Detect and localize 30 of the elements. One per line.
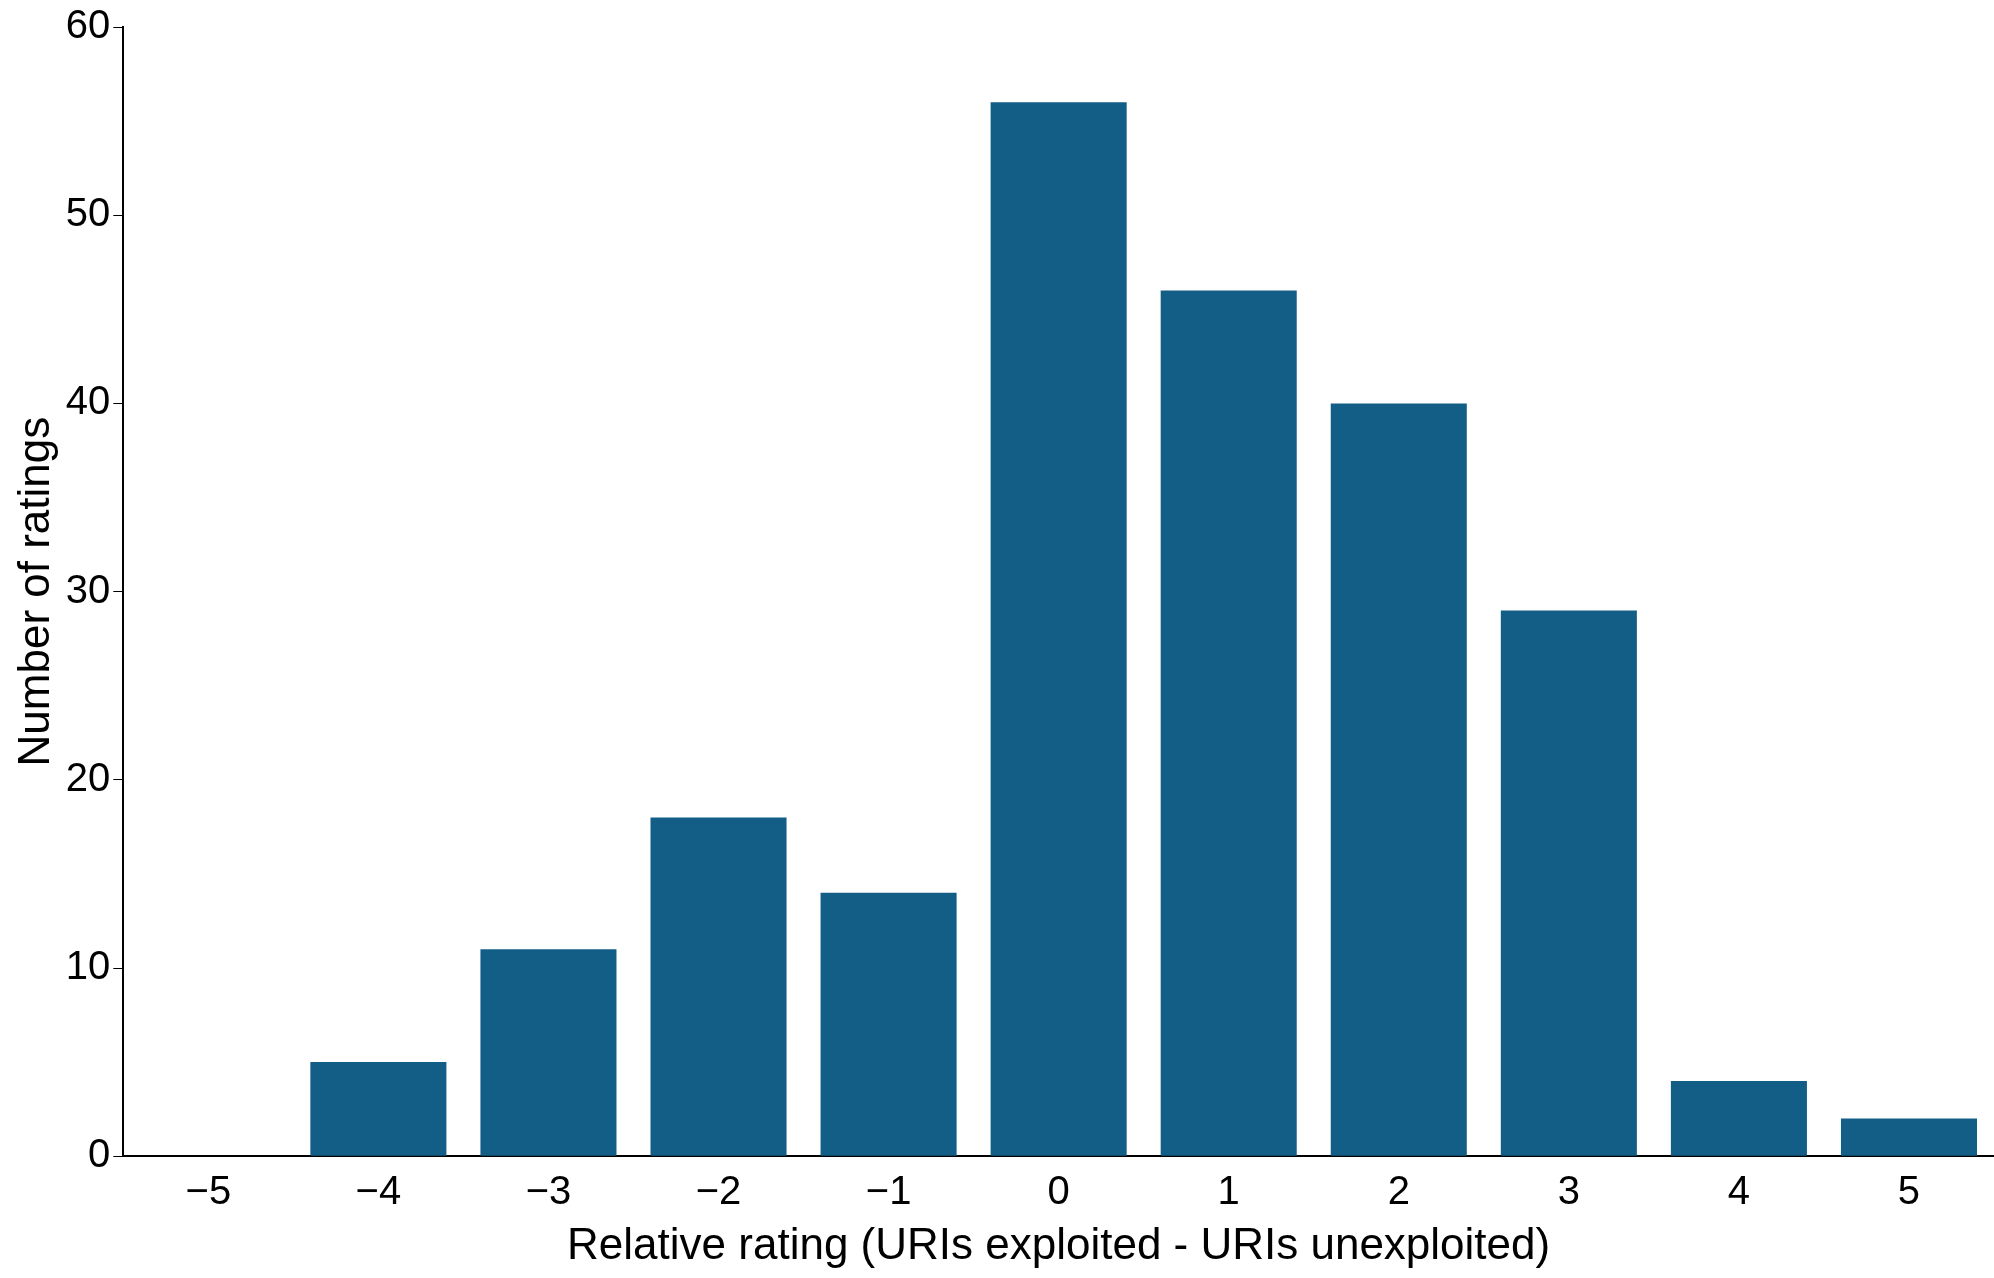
y-tick-label: 30 [65, 566, 111, 611]
bar [310, 1062, 447, 1156]
x-tick-label: −1 [865, 1168, 912, 1213]
bar [1670, 1080, 1807, 1156]
x-axis-title: Relative rating (URIs exploited - URIs unexploited) [567, 1218, 1551, 1268]
bar [1840, 1118, 1977, 1156]
x-tick-label: −3 [525, 1168, 572, 1213]
x-tick-label: 3 [1557, 1168, 1580, 1213]
y-tick-label: 0 [88, 1131, 111, 1176]
y-axis-title: Number of ratings [8, 416, 58, 767]
x-tick-label: 2 [1387, 1168, 1410, 1213]
x-tick-label: −2 [695, 1168, 742, 1213]
y-tick-label: 60 [65, 2, 111, 47]
x-tick-label: −5 [185, 1168, 232, 1213]
x-tick-label: 0 [1047, 1168, 1070, 1213]
y-tick-label: 50 [65, 190, 111, 235]
bar [1500, 610, 1637, 1156]
bar [1330, 403, 1467, 1156]
x-tick-label: 5 [1897, 1168, 1921, 1213]
bar [820, 892, 957, 1156]
bar [480, 949, 617, 1156]
bar [990, 102, 1127, 1156]
x-tick-label: 1 [1217, 1168, 1240, 1213]
bar [1160, 290, 1297, 1156]
y-tick-label: 20 [65, 754, 111, 799]
y-tick-label: 10 [65, 943, 111, 988]
x-tick-label: −4 [355, 1168, 402, 1213]
y-tick-label: 40 [65, 378, 111, 423]
bar [650, 817, 787, 1156]
x-tick-label: 4 [1727, 1168, 1751, 1213]
